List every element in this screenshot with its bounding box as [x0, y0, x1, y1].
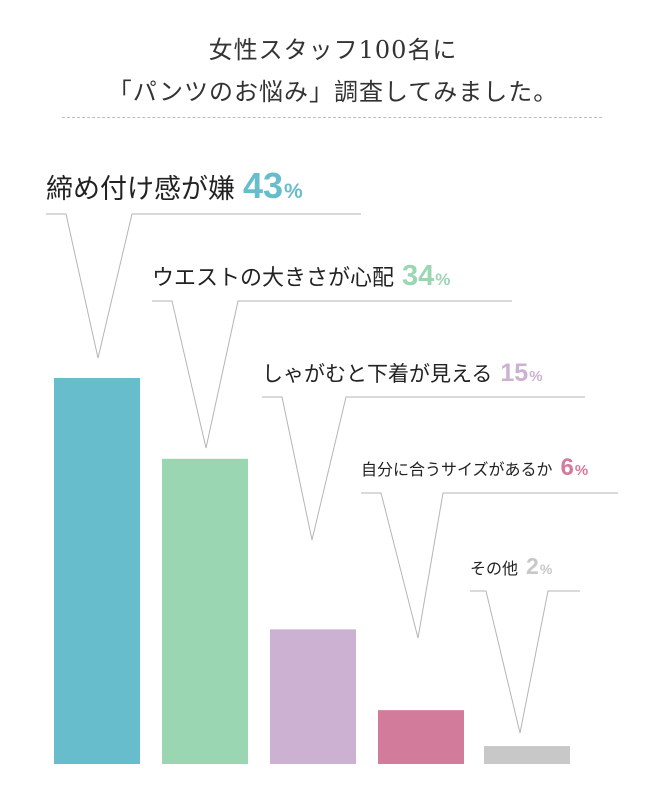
callout-pointer-4: [361, 492, 618, 639]
value-label-3: 15: [500, 359, 528, 387]
value-unit-2: %: [435, 270, 450, 289]
bar-2: [162, 458, 248, 764]
bar-3: [270, 629, 356, 764]
bar-1: [54, 378, 140, 764]
value-label-4: 6: [561, 454, 574, 481]
category-label-1: 締め付け感が嫌: [46, 174, 235, 205]
value-unit-3: %: [529, 368, 542, 385]
value-label-5: 2: [526, 553, 539, 579]
value-unit-5: %: [540, 561, 553, 577]
category-label-2: ウエストの大きさが心配: [152, 266, 394, 291]
value-unit-1: %: [284, 180, 303, 203]
callout-pointer-1: [46, 213, 361, 359]
category-label-4: 自分に合うサイズがあるか: [361, 460, 553, 479]
callout-pointer-5: [470, 590, 580, 734]
callout-pointer-2: [152, 300, 512, 449]
value-label-2: 34: [402, 260, 434, 292]
category-label-5: その他: [470, 559, 518, 578]
value-label-1: 43: [243, 165, 283, 206]
callout-pointer-3: [262, 396, 585, 541]
bar-4: [378, 710, 464, 764]
value-unit-4: %: [575, 462, 588, 479]
category-label-3: しゃがむと下着が見える: [262, 362, 492, 386]
title-divider: [62, 117, 602, 118]
chart-title-line1: 女性スタッフ100名に: [208, 36, 458, 64]
bar-5: [484, 746, 570, 764]
chart-title-line2: 「パンツのお悩み」調査してみました。: [107, 78, 559, 106]
